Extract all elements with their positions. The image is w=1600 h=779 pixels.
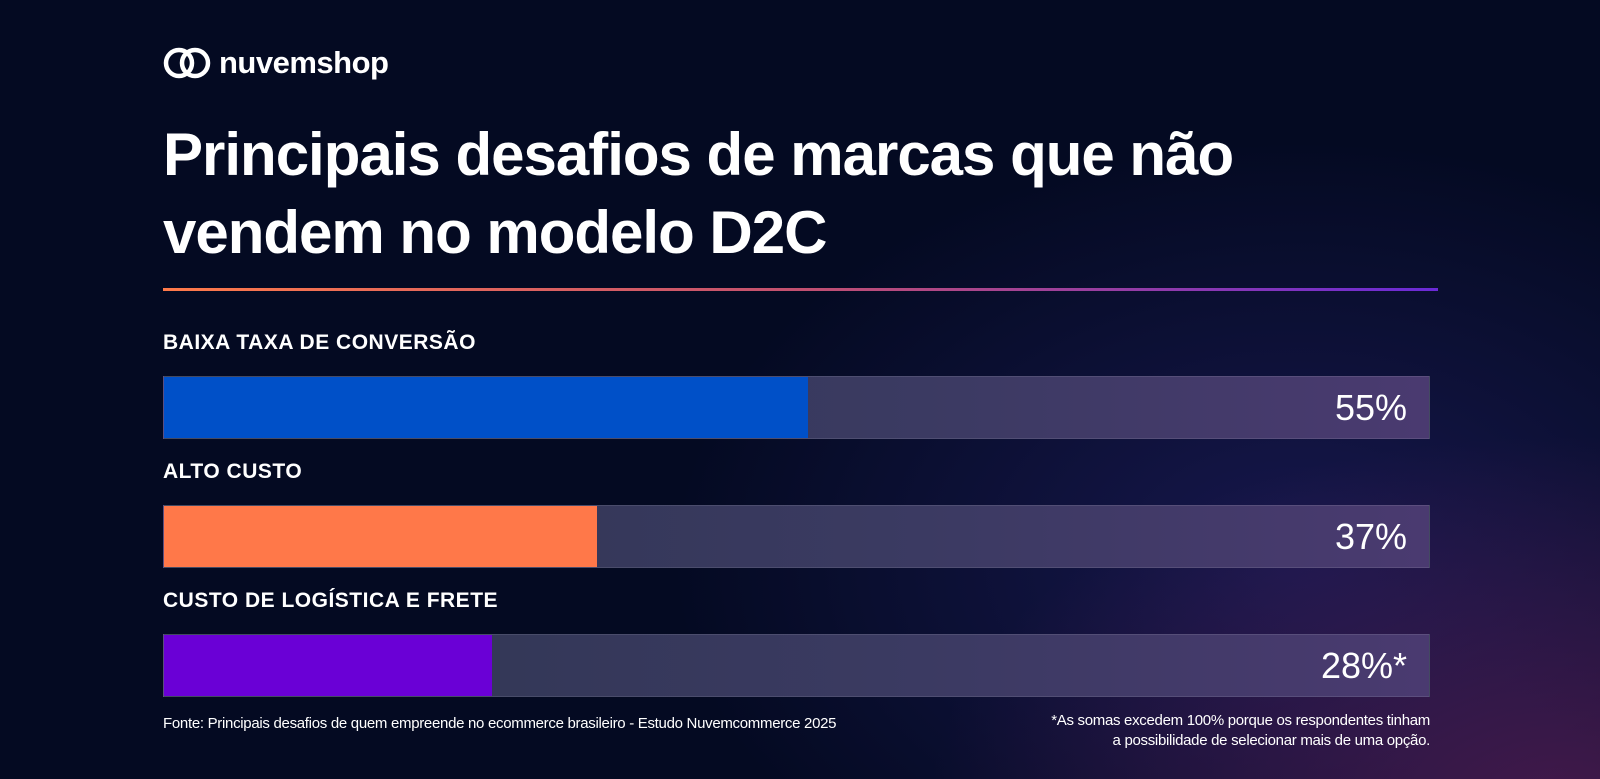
bar-track: 28%* <box>163 634 1430 697</box>
title-divider <box>163 288 1438 291</box>
bar-track: 37% <box>163 505 1430 568</box>
footnote: *As somas excedem 100% porque os respond… <box>1010 711 1430 751</box>
bar-track: 55% <box>163 376 1430 439</box>
bar <box>164 506 598 567</box>
chart-title: Principais desafios de marcas que não ve… <box>163 121 1234 266</box>
bar-value-label: 55% <box>1334 386 1407 428</box>
cloud-logo-icon <box>163 47 211 79</box>
bar <box>164 377 809 438</box>
bar-label: ALTO CUSTO <box>163 460 303 483</box>
source-note: Fonte: Principais desafios de quem empre… <box>163 715 837 732</box>
footnote-line-2: a possibilidade de selecionar mais de um… <box>1112 732 1431 749</box>
bar-value-label: 37% <box>1334 515 1407 557</box>
bar-label: BAIXA TAXA DE CONVERSÃO <box>163 331 476 354</box>
brand-name: nuvemshop <box>219 45 389 80</box>
bar-value-label: 28%* <box>1320 644 1407 686</box>
footnote-line-1: *As somas excedem 100% porque os respond… <box>1051 712 1430 729</box>
bar-label: CUSTO DE LOGÍSTICA E FRETE <box>163 589 499 612</box>
brand-logo: nuvemshop <box>163 45 389 81</box>
bar <box>164 635 492 696</box>
